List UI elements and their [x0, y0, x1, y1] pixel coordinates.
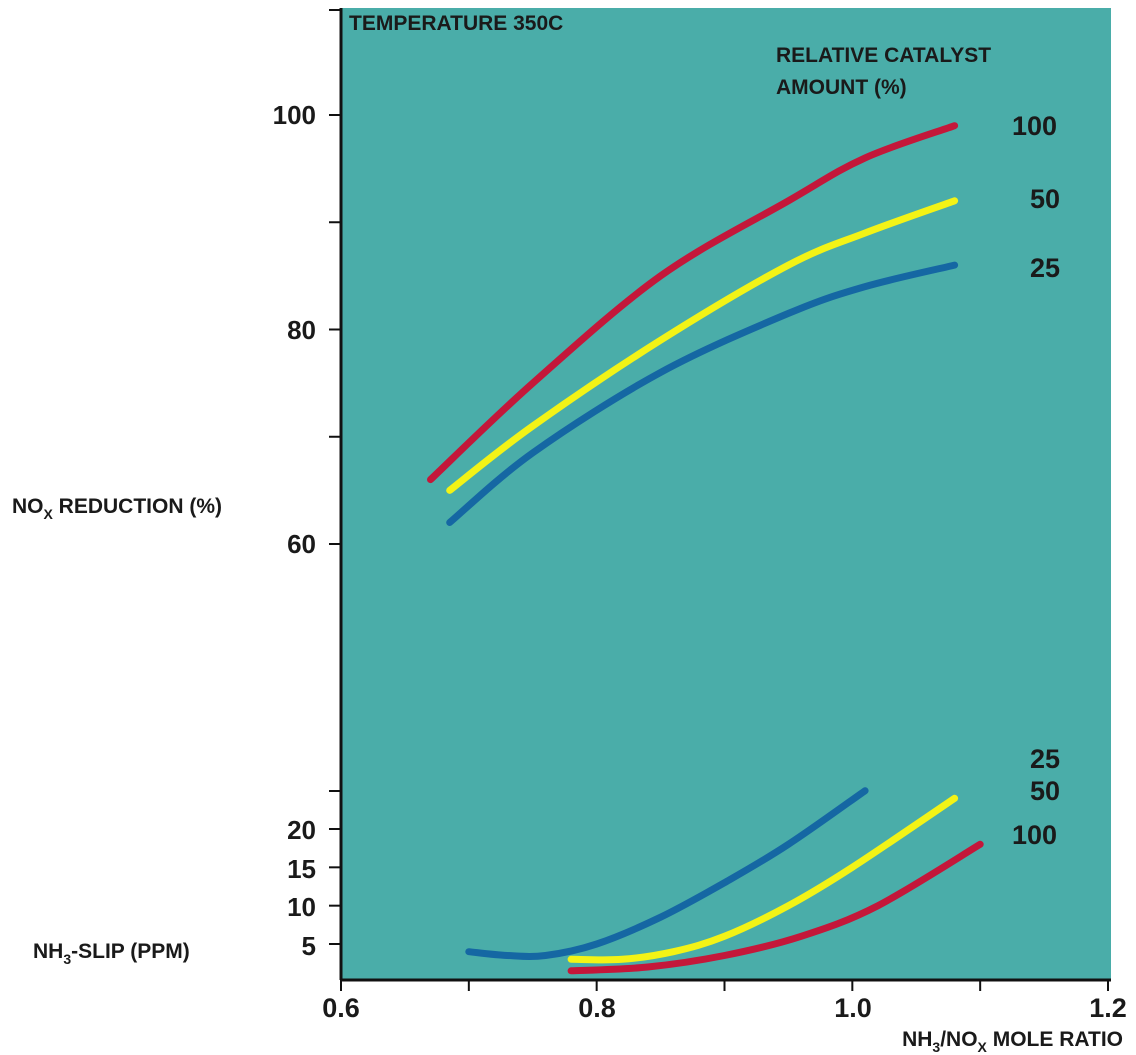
series-label-upper-100: 100 — [1012, 111, 1057, 141]
x-axis-label: NH3/NOX MOLE RATIO — [902, 1028, 1123, 1055]
legend-title-line-1: RELATIVE CATALYST — [776, 44, 991, 67]
x-tick-label-1.0: 1.0 — [834, 993, 872, 1023]
series-line-upper-25 — [446, 261, 959, 526]
plot-background — [341, 8, 1111, 980]
series-label-upper-50: 50 — [1030, 184, 1060, 214]
x-tick-label-0.8: 0.8 — [578, 993, 616, 1023]
y-tick-label-80: 80 — [287, 315, 316, 345]
x-tick-label-0.6: 0.6 — [322, 993, 360, 1023]
y-tick-label-5: 5 — [302, 931, 316, 961]
y-tick-label-60: 60 — [287, 529, 316, 559]
series-label-lower-50: 50 — [1030, 776, 1060, 806]
y-tick-label-15: 15 — [287, 854, 316, 884]
chart-title: TEMPERATURE 350C — [349, 12, 563, 35]
series-label-lower-25: 25 — [1030, 744, 1060, 774]
x-tick-label-1.2: 1.2 — [1089, 993, 1127, 1023]
series-line-lower-100 — [567, 840, 984, 975]
legend-title-line-2: AMOUNT (%) — [776, 76, 907, 99]
series-line-lower-25 — [465, 787, 869, 960]
y-tick-label-10: 10 — [287, 892, 316, 922]
y-axis-label-nh3-slip: NH3-SLIP (PPM) — [33, 940, 190, 967]
series-line-upper-50 — [446, 197, 959, 494]
series-label-upper-25: 25 — [1030, 253, 1060, 283]
series-label-lower-100: 100 — [1012, 820, 1057, 850]
series-line-lower-50 — [567, 794, 959, 964]
y-axis-label-nox: NOX REDUCTION (%) — [12, 495, 222, 522]
series-line-upper-100 — [427, 122, 959, 484]
y-tick-label-100: 100 — [273, 100, 316, 130]
y-tick-label-20: 20 — [287, 815, 316, 845]
